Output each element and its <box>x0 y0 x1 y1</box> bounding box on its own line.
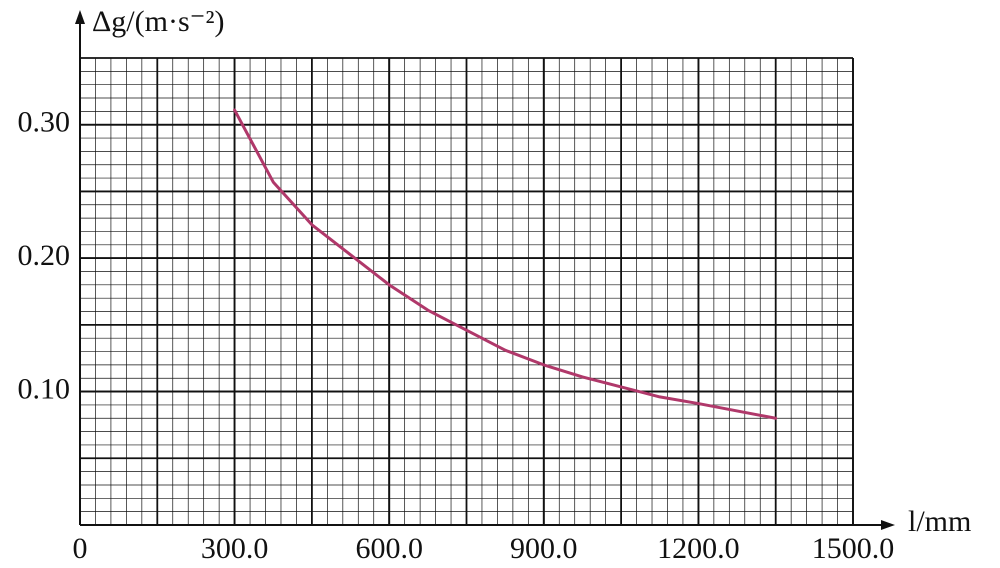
x-axis-arrow <box>881 520 895 530</box>
x-tick-label: 300.0 <box>201 532 269 565</box>
x-tick-label: 1500.0 <box>812 532 895 565</box>
y-tick-label: 0.20 <box>18 239 71 272</box>
y-tick-label: 0.10 <box>18 372 71 405</box>
x-tick-label: 0 <box>73 532 88 565</box>
y-tick-label: 0.30 <box>18 106 71 139</box>
y-axis-arrow <box>75 10 85 24</box>
y-axis-label: Δg/(m·s⁻²) <box>92 5 224 38</box>
x-axis-label: l/mm <box>908 505 971 538</box>
x-tick-label: 600.0 <box>355 532 423 565</box>
data-line <box>233 108 778 420</box>
x-tick-label: 1200.0 <box>657 532 740 565</box>
x-tick-label: 900.0 <box>510 532 578 565</box>
graph-paper <box>79 57 854 526</box>
